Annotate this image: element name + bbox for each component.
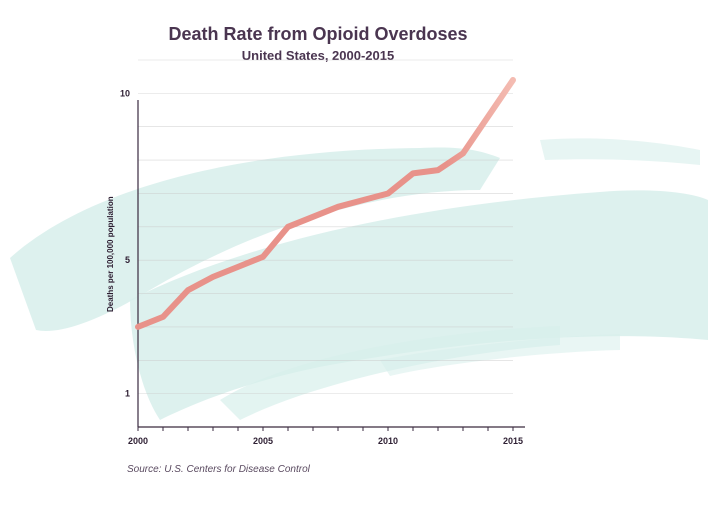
x-tick-label: 2000 xyxy=(128,436,148,446)
series-group xyxy=(135,77,516,330)
series-line xyxy=(135,77,516,330)
chart-subtitle: United States, 2000-2015 xyxy=(241,48,395,63)
brush-stroke xyxy=(380,334,620,376)
brush-stroke xyxy=(130,190,708,420)
x-tick-label: 2005 xyxy=(253,436,273,446)
x-tick-labels: 2000 2005 2010 2015 xyxy=(128,436,523,446)
y-tick-label: 1 xyxy=(125,389,130,399)
y-tick-label: 5 xyxy=(125,255,130,265)
brush-stroke xyxy=(540,138,700,165)
x-tick-label: 2015 xyxy=(503,436,523,446)
y-tick-label: 10 xyxy=(120,88,130,98)
source-note: Source: U.S. Centers for Disease Control xyxy=(127,464,310,475)
x-tick-label: 2010 xyxy=(378,436,398,446)
axes xyxy=(137,100,525,431)
chart-title: Death Rate from Opioid Overdoses xyxy=(168,24,468,44)
y-axis-label: Deaths per 100,000 population xyxy=(106,196,115,312)
